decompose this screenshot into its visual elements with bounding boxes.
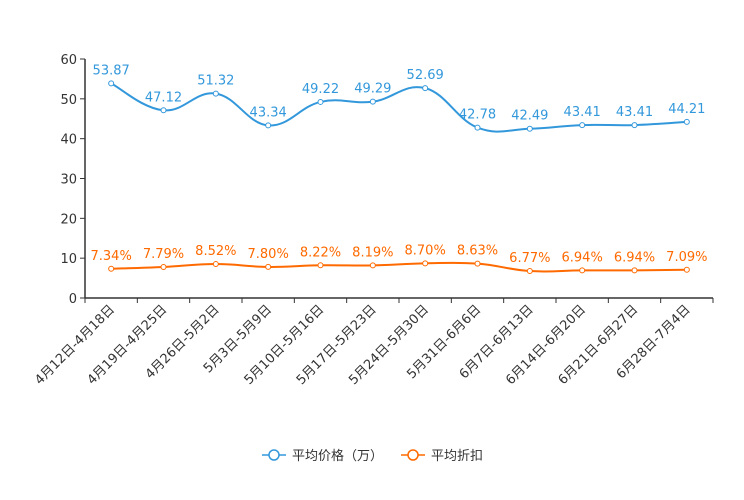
data-point xyxy=(526,125,533,132)
data-point xyxy=(317,262,324,269)
data-point xyxy=(369,98,376,105)
data-point xyxy=(474,124,481,131)
data-point xyxy=(317,98,324,105)
data-point xyxy=(108,265,115,272)
data-label: 52.69 xyxy=(407,68,444,83)
data-label: 8.19% xyxy=(352,245,393,260)
data-label: 49.29 xyxy=(354,82,391,97)
data-label: 8.63% xyxy=(457,244,498,259)
data-label: 6.94% xyxy=(562,250,603,265)
data-point xyxy=(160,107,167,114)
data-point xyxy=(683,118,690,125)
data-label: 7.80% xyxy=(248,247,289,262)
data-point xyxy=(579,267,586,274)
y-tick-label: 40 xyxy=(60,133,77,148)
y-tick-label: 10 xyxy=(60,252,77,267)
data-point xyxy=(369,262,376,269)
data-point xyxy=(160,263,167,270)
data-point xyxy=(108,80,115,87)
y-tick-label: 20 xyxy=(60,212,77,227)
data-label: 42.49 xyxy=(511,109,548,124)
legend: 平均价格（万） 平均折扣 xyxy=(262,448,483,464)
data-label: 7.79% xyxy=(143,247,184,262)
data-point xyxy=(212,90,219,97)
data-label: 6.94% xyxy=(614,250,655,265)
data-label: 53.87 xyxy=(93,63,130,78)
data-label: 51.32 xyxy=(197,74,234,89)
y-tick-label: 30 xyxy=(60,173,77,188)
data-label: 8.70% xyxy=(405,243,446,258)
data-point xyxy=(526,268,533,275)
data-point xyxy=(422,85,429,92)
data-label: 47.12 xyxy=(145,90,182,105)
y-tick-label: 0 xyxy=(69,292,77,307)
data-point xyxy=(683,266,690,273)
legend-label: 平均价格（万） xyxy=(292,448,383,464)
data-point xyxy=(212,261,219,268)
series-line-1 xyxy=(111,261,687,273)
data-label: 7.34% xyxy=(91,249,132,264)
data-point xyxy=(631,267,638,274)
legend-circle-icon xyxy=(407,449,419,461)
data-label: 8.52% xyxy=(195,244,236,259)
data-point xyxy=(422,260,429,267)
data-point xyxy=(265,263,272,270)
data-label: 49.22 xyxy=(302,82,339,97)
data-point xyxy=(631,122,638,129)
data-label: 6.77% xyxy=(509,251,550,266)
data-point xyxy=(474,260,481,267)
legend-circle-icon xyxy=(268,449,280,461)
legend-label: 平均折扣 xyxy=(431,449,483,464)
data-label: 43.41 xyxy=(616,105,653,120)
series-layer: 53.87 47.12 51.32 43.34 49.22 49.29 52.69 42.78… xyxy=(91,63,707,275)
data-point xyxy=(579,122,586,129)
y-tick-label: 60 xyxy=(60,53,77,68)
data-label: 43.41 xyxy=(564,105,601,120)
data-label: 44.21 xyxy=(668,102,705,117)
data-label: 42.78 xyxy=(459,108,496,123)
data-label: 8.22% xyxy=(300,245,341,260)
data-label: 43.34 xyxy=(250,105,287,120)
data-label: 7.09% xyxy=(666,250,707,265)
data-point xyxy=(265,122,272,129)
y-tick-label: 50 xyxy=(60,93,77,108)
